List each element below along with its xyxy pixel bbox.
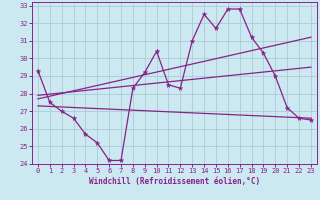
X-axis label: Windchill (Refroidissement éolien,°C): Windchill (Refroidissement éolien,°C) <box>89 177 260 186</box>
